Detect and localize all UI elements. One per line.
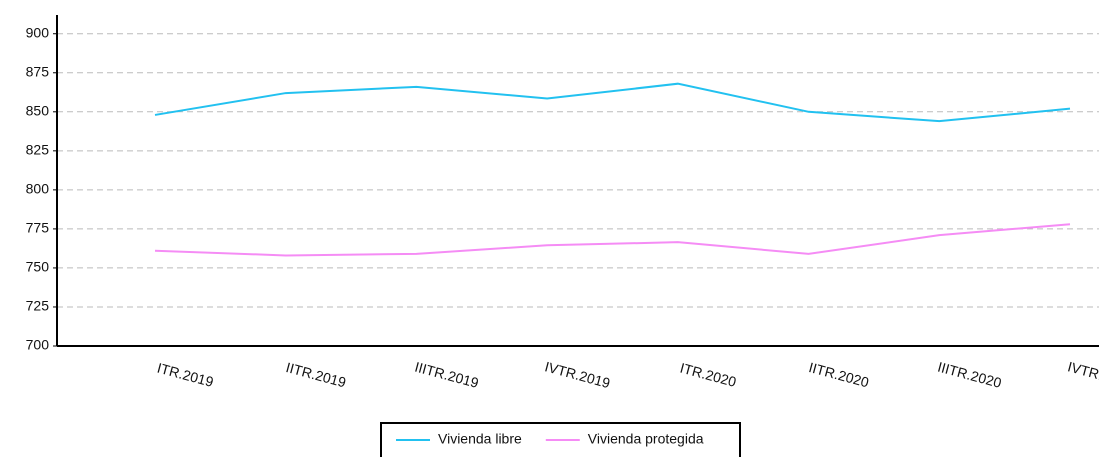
x-tick-label: IIITR.2020: [936, 359, 1003, 391]
legend-box: [380, 422, 741, 457]
x-tick-label: IVTR.2020: [1066, 358, 1099, 391]
x-tick-label: ITR.2020: [678, 360, 738, 390]
x-tick-label: IVTR.2019: [543, 358, 612, 391]
legend-label: Vivienda protegida: [588, 431, 704, 447]
x-tick-label: ITR.2019: [155, 360, 215, 390]
y-tick-label: 725: [26, 298, 50, 314]
y-tick-label: 850: [26, 103, 50, 119]
x-tick-label: IITR.2019: [284, 359, 348, 390]
y-tick-label: 700: [26, 337, 50, 353]
y-tick-label: 775: [26, 220, 50, 236]
y-tick-label: 825: [26, 142, 50, 158]
legend-label: Vivienda libre: [438, 431, 522, 447]
line: [154, 82, 1071, 123]
y-tick-label: 800: [26, 181, 50, 197]
y-tick-label: 900: [26, 24, 50, 40]
x-tick-label: IITR.2020: [807, 359, 871, 390]
y-tick-label: 875: [26, 63, 50, 79]
x-tick-label: IIITR.2019: [413, 359, 480, 391]
line: [154, 223, 1071, 257]
y-tick-label: 750: [26, 259, 50, 275]
